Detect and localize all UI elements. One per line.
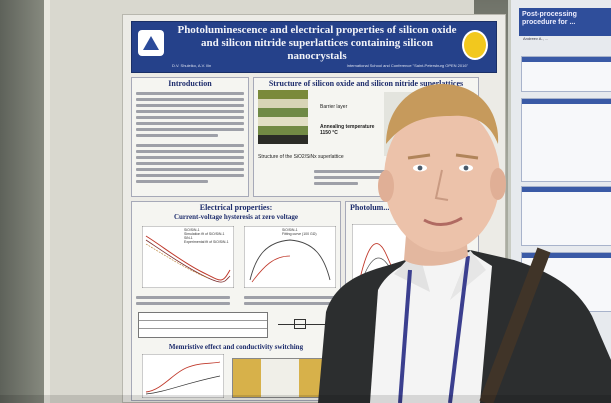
- structure-heading: Structure of silicon oxide and silicon n…: [268, 79, 464, 88]
- neighbour-poster-subtitle: Andreev A., ...: [523, 36, 549, 41]
- university-logo-icon: [138, 30, 164, 56]
- legend-right-1: SiO/SiN-1: [282, 228, 298, 232]
- legend-left-4: Experimental fit of SiO/SiN-1: [184, 240, 229, 244]
- person: [318, 84, 611, 403]
- memristive-heading: Memristive effect and conductivity switc…: [168, 343, 304, 351]
- conference-logo-icon: [462, 30, 488, 60]
- poster-title: Photoluminescence and electrical propert…: [177, 24, 457, 62]
- iv-chart-left: [142, 226, 234, 288]
- introduction-panel: Introduction: [131, 77, 249, 197]
- electrical-panel: Electrical properties: Current-voltage h…: [131, 201, 341, 401]
- photoluminescence-heading: Photolum... quantu...: [350, 203, 422, 212]
- poster-authors: D.V. Shuleiko, A.V. Ilin: [172, 63, 212, 68]
- wall: [0, 0, 48, 403]
- poster-header: Photoluminescence and electrical propert…: [131, 21, 497, 73]
- bottom-shadow: [0, 395, 611, 403]
- poster-conference: International School and Conference "Sai…: [346, 63, 468, 68]
- legend-left-1: SiO/SiN-1: [184, 228, 200, 232]
- annealing-label: Annealing temperature 1150 °C: [320, 124, 375, 136]
- iv-heading: Current-voltage hysteresis at zero volta…: [173, 213, 299, 221]
- neighbour-poster-title: Post-processing procedure for ...: [519, 8, 611, 36]
- electrical-heading: Electrical properties:: [199, 203, 273, 212]
- switching-diagram: [232, 358, 328, 398]
- structure-caption: Structure of the SiO2/SiNx superlattice: [258, 154, 344, 160]
- results-table: [138, 312, 268, 338]
- legend-left-3: SiN-1: [184, 236, 193, 240]
- memristive-chart: [142, 354, 224, 398]
- iv-chart-right: [244, 226, 336, 288]
- introduction-heading: Introduction: [168, 79, 212, 88]
- legend-right-2: Fitting curve (100 GΩ): [282, 232, 317, 236]
- superlattice-diagram: [258, 90, 308, 146]
- barrier-label: Barrier layer: [320, 104, 348, 110]
- legend-left-2: Simulation fit of SiO/SiN-1: [184, 232, 225, 236]
- circuit-diagram: [272, 314, 332, 336]
